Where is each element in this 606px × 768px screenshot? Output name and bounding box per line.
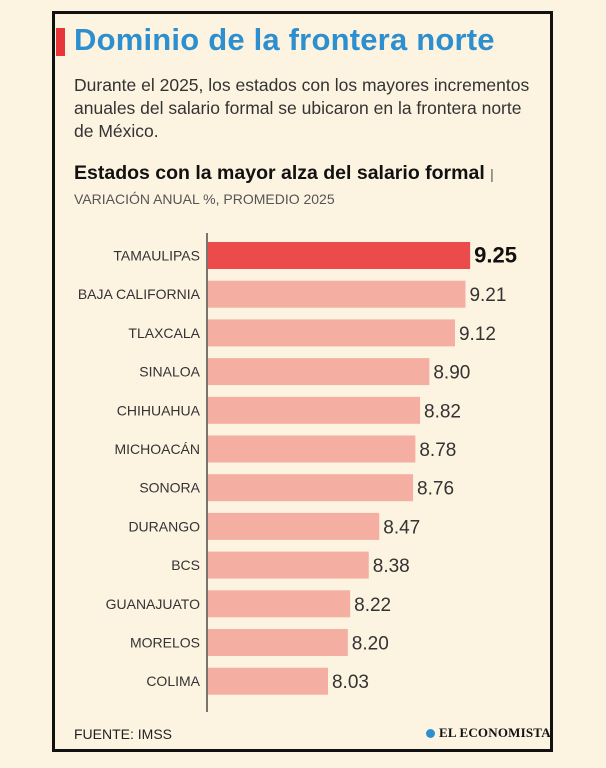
- value-label-5: 8.78: [419, 440, 456, 461]
- value-label-10: 8.20: [352, 634, 389, 655]
- bar-5: [208, 435, 416, 463]
- bar-6: [208, 474, 414, 502]
- category-label-9: GUANAJUATO: [106, 596, 200, 612]
- chart-heading-separator: |: [490, 166, 494, 182]
- source-note: FUENTE: IMSS: [74, 726, 173, 742]
- bar-0: [208, 242, 471, 269]
- page-title: Dominio de la frontera norte: [74, 22, 495, 57]
- page-subtitle: Durante el 2025, los estados con los may…: [74, 75, 530, 141]
- logo-icon: [426, 728, 435, 738]
- category-label-5: MICHOACÁN: [114, 441, 200, 457]
- category-label-4: CHIHUAHUA: [117, 402, 201, 418]
- logo-text: EL ECONOMISTA: [439, 725, 551, 740]
- bar-10: [208, 629, 348, 656]
- chart-title: Estados con la mayor alza del salario fo…: [74, 162, 485, 184]
- frame-border: [52, 11, 553, 752]
- bar-9: [208, 590, 351, 618]
- publisher-logo: EL ECONOMISTA: [426, 725, 551, 741]
- chart-heading: Estados con la mayor alza del salario fo…: [74, 161, 544, 211]
- value-label-6: 8.76: [417, 479, 454, 500]
- value-label-2: 9.12: [459, 324, 496, 345]
- value-label-0: 9.25: [474, 243, 517, 268]
- category-label-7: DURANGO: [128, 518, 200, 534]
- category-label-11: COLIMA: [146, 673, 200, 689]
- bar-7: [208, 512, 380, 540]
- bar-1: [208, 280, 466, 308]
- category-label-3: SINALOA: [139, 364, 200, 380]
- category-label-6: SONORA: [139, 480, 200, 496]
- bar-3: [208, 358, 430, 386]
- value-label-1: 9.21: [469, 285, 506, 306]
- category-label-1: BAJA CALIFORNIA: [78, 286, 201, 302]
- value-label-8: 8.38: [373, 556, 410, 577]
- bar-2: [208, 319, 455, 347]
- value-label-3: 8.90: [433, 363, 470, 384]
- chart-unit: VARIACIÓN ANUAL %, PROMEDIO 2025: [74, 191, 335, 207]
- value-label-7: 8.47: [383, 517, 420, 538]
- title-accent-bar: [56, 28, 65, 56]
- bar-4: [208, 396, 421, 424]
- value-label-4: 8.82: [424, 401, 461, 422]
- category-label-8: BCS: [171, 557, 200, 573]
- value-label-11: 8.03: [332, 672, 369, 693]
- value-label-9: 8.22: [354, 595, 391, 616]
- bar-8: [208, 551, 369, 579]
- category-label-0: TAMAULIPAS: [113, 248, 200, 264]
- category-label-10: MORELOS: [130, 635, 200, 651]
- category-label-2: TLAXCALA: [128, 325, 200, 341]
- bar-11: [208, 667, 328, 695]
